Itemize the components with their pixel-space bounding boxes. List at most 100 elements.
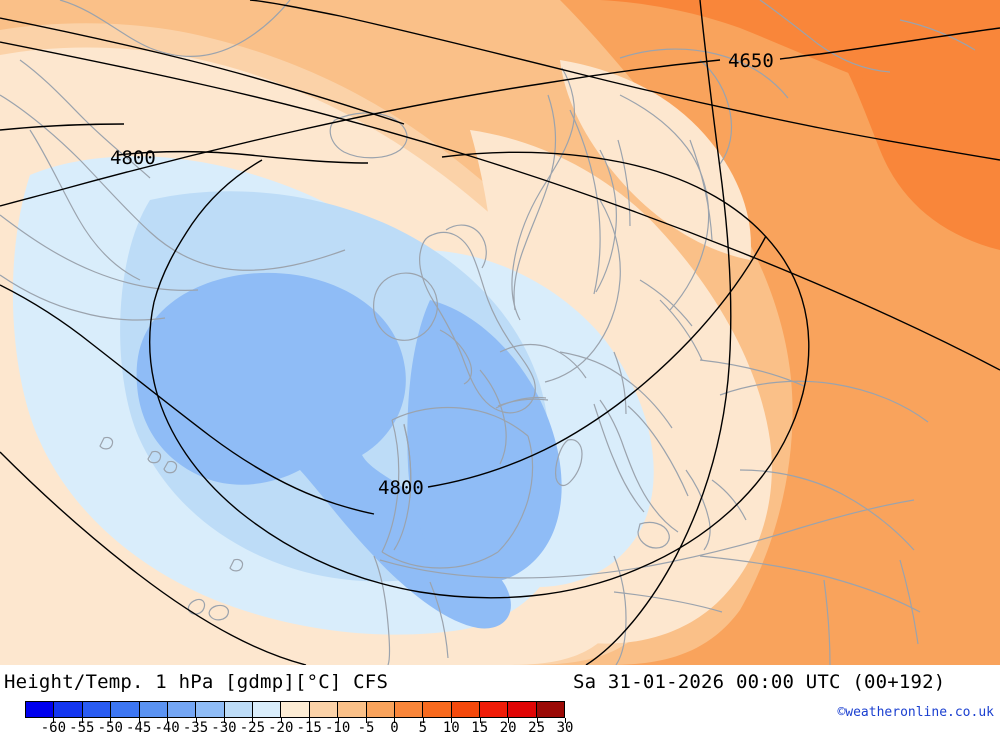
colorbar-cell-4 bbox=[139, 702, 168, 717]
colorbar-tick-label-1: -55 bbox=[69, 720, 95, 733]
coastline-aegean bbox=[711, 479, 747, 521]
colorbar-cell-0 bbox=[26, 702, 55, 717]
contour-label-4800-south: 4800 bbox=[378, 477, 424, 499]
coastline-canaries bbox=[187, 598, 206, 615]
coastline-sicily bbox=[637, 521, 670, 549]
coastline-italy bbox=[599, 399, 679, 533]
colorbar-tick-1 bbox=[81, 718, 83, 723]
border-sweden-finland bbox=[617, 139, 631, 227]
border-central-europe bbox=[559, 351, 673, 429]
border-poland-belarus bbox=[659, 299, 703, 361]
coastline-corsica-sardinia bbox=[555, 439, 583, 487]
colorbar-cell-8 bbox=[253, 702, 282, 717]
contour-line-4800-lower-left bbox=[153, 159, 263, 303]
coastline-ireland bbox=[373, 272, 438, 341]
border-norway-sweden bbox=[569, 109, 601, 295]
colorbar-cell-6 bbox=[196, 702, 225, 717]
colorbar-cell-16 bbox=[480, 702, 509, 717]
colorbar-tick-10 bbox=[337, 718, 339, 723]
border-portugal bbox=[403, 423, 412, 499]
contour-line-greenland-1 bbox=[0, 17, 405, 125]
coastline-iberia-east bbox=[497, 435, 534, 553]
coastline-greenland bbox=[59, 0, 291, 57]
temp-band-m5-0-ne bbox=[560, 60, 751, 260]
colorbar-tick-label-18: 30 bbox=[556, 720, 574, 733]
contour-line-4800-west-arc bbox=[0, 284, 375, 515]
colorbar-tick-3 bbox=[138, 718, 140, 723]
coastline-barents bbox=[759, 0, 891, 73]
map-title: Height/Temp. 1 hPa [gdmp][°C] CFS bbox=[4, 671, 389, 693]
colorbar-tick-5 bbox=[195, 718, 197, 723]
coastline-bay-of-biscay bbox=[479, 369, 507, 465]
coastline-greenland-coast bbox=[0, 94, 346, 271]
coastline-great-britain bbox=[419, 231, 536, 414]
coastline-adriatic bbox=[627, 405, 689, 497]
coastline-italy-west bbox=[593, 403, 645, 513]
colorbar-tick-16 bbox=[508, 718, 510, 723]
colorbar-tick-label-13: 5 bbox=[418, 720, 428, 733]
contour-line-4650 bbox=[779, 27, 1000, 60]
contour-layer bbox=[0, 0, 1000, 665]
contour-line-secondary-upper bbox=[249, 0, 1000, 161]
coastline-layer bbox=[0, 0, 976, 665]
coastline-iberia-south bbox=[381, 551, 499, 569]
temp-band-15-20-b bbox=[600, 0, 1000, 120]
colorbar-tick-label-17: 25 bbox=[528, 720, 546, 733]
colorbar-tick-label-9: -15 bbox=[296, 720, 322, 733]
coastline-greenland-south bbox=[29, 129, 141, 281]
colorbar-cell-15 bbox=[451, 702, 480, 717]
colorbar-tick-13 bbox=[422, 718, 424, 723]
colorbar-cell-3 bbox=[111, 702, 140, 717]
map-footer: Height/Temp. 1 hPa [gdmp][°C] CFS Sa 31-… bbox=[0, 665, 1000, 733]
contour-line-4800-closed bbox=[117, 150, 810, 599]
contour-label-4800-north: 4800 bbox=[110, 147, 156, 169]
contour-label-4650: 4650 bbox=[728, 50, 774, 72]
coastline-tunisia bbox=[613, 555, 627, 665]
colorbar-swatches bbox=[25, 701, 565, 718]
colorbar-cell-10 bbox=[309, 702, 339, 717]
contour-line-southeast-2 bbox=[585, 0, 732, 665]
weather-map-canvas[interactable]: 4650 4800 4800 bbox=[0, 0, 1000, 665]
contour-line-secondary-lower bbox=[0, 41, 1000, 371]
border-morocco-algeria bbox=[429, 581, 449, 659]
colorbar-tick-label-2: -50 bbox=[97, 720, 123, 733]
coastline-canaries-2 bbox=[208, 604, 229, 621]
coastline-black-sea bbox=[719, 380, 929, 423]
colorbar-tick-label-8: -20 bbox=[268, 720, 294, 733]
coastline-madeira bbox=[229, 558, 244, 572]
coastline-north-africa bbox=[379, 499, 915, 579]
colorbar-tick-2 bbox=[110, 718, 112, 723]
colorbar-tick-15 bbox=[479, 718, 481, 723]
temperature-colorbar[interactable]: -60 -55 -50 -45 -40 -35 -30 -25 -20 -15 -10 -5 0 5 10 1… bbox=[25, 701, 573, 733]
colorbar-cell-9 bbox=[281, 702, 310, 717]
coastline-gulf-bothnia bbox=[595, 149, 617, 293]
border-germany-poland bbox=[613, 351, 627, 415]
colorbar-tick-label-10: -10 bbox=[324, 720, 351, 733]
colorbar-tick-label-0: -60 bbox=[40, 720, 67, 733]
colorbar-tick-label-16: 20 bbox=[499, 720, 517, 733]
border-finland-russia bbox=[689, 139, 713, 241]
coastline-white-sea bbox=[699, 59, 733, 165]
colorbar-tick-label-11: -5 bbox=[357, 720, 375, 733]
coastline-finland bbox=[619, 94, 710, 311]
coastline-wales-cornwall bbox=[439, 329, 473, 385]
colorbar-cell-7 bbox=[224, 702, 253, 717]
border-egypt-libya bbox=[823, 579, 831, 665]
colorbar-cell-17 bbox=[508, 702, 537, 717]
colorbar-tick-4 bbox=[167, 718, 169, 723]
colorbar-tick-label-14: 10 bbox=[442, 720, 460, 733]
coastline-azores-1 bbox=[99, 436, 114, 450]
colorbar-tick-6 bbox=[223, 718, 225, 723]
border-algeria-libya bbox=[613, 591, 723, 613]
coastline-iberia-north bbox=[391, 406, 529, 437]
colorbar-cell-5 bbox=[167, 702, 197, 717]
coastline-scotland bbox=[445, 224, 487, 269]
coastline-pyrenees bbox=[495, 396, 547, 409]
colorbar-tick-8 bbox=[280, 718, 282, 723]
coastline-morocco bbox=[373, 555, 391, 665]
copyright-credit[interactable]: ©weatheronline.co.uk bbox=[837, 705, 994, 720]
coastline-nile bbox=[899, 559, 919, 645]
border-baltics bbox=[639, 279, 693, 327]
colorbar-tick-12 bbox=[394, 718, 396, 723]
coastline-scandinavia-west bbox=[511, 67, 575, 321]
